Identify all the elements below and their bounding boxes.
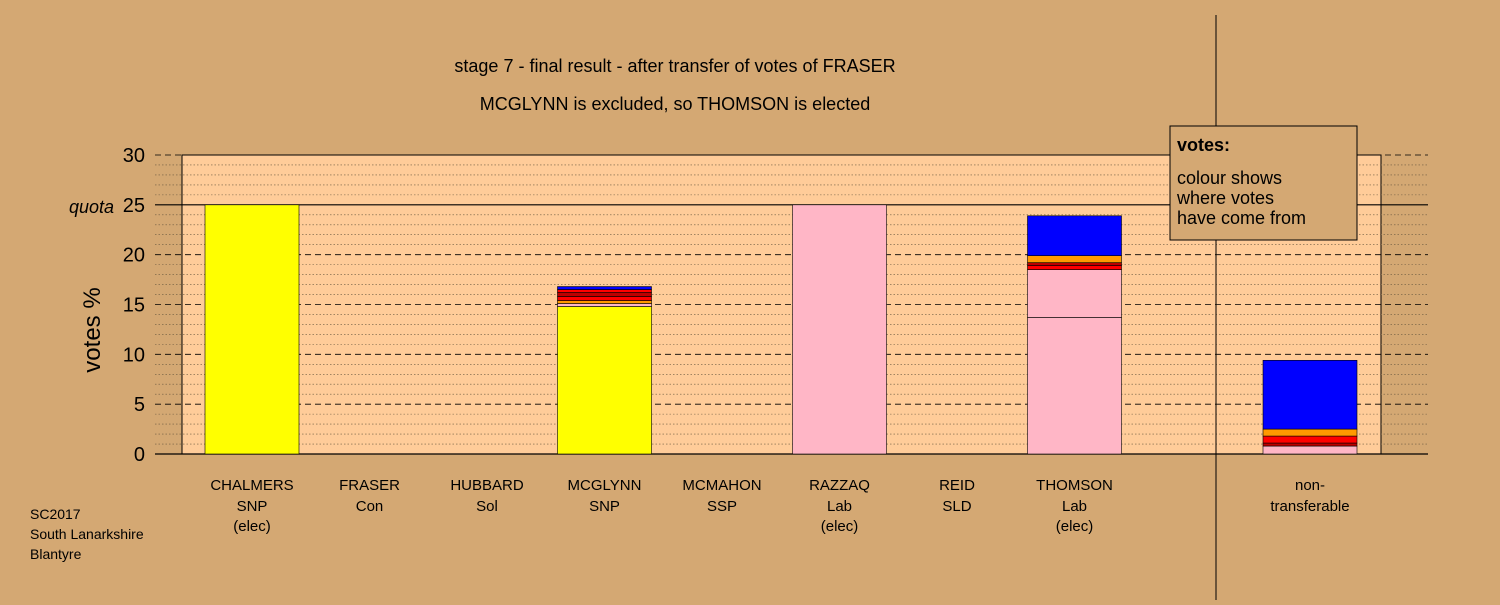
x-label-name: THOMSON	[1036, 477, 1113, 494]
legend-box: votes: colour shows where votes have com…	[1169, 125, 1358, 241]
chart-title: stage 7 - final result - after transfer …	[454, 56, 895, 76]
x-label-nontransferable-1: non-	[1295, 477, 1325, 494]
x-label-party: SNP	[589, 498, 620, 515]
legend-line-1: colour shows	[1177, 168, 1282, 188]
bar-thomson-segment	[1027, 265, 1122, 270]
bar-mcglynn-segment	[557, 296, 652, 301]
x-label-party: SNP	[237, 498, 268, 515]
bar-nontransferable-segment	[1262, 435, 1358, 444]
bar-thomson-segment	[1027, 215, 1122, 256]
bar-mcglynn-segment	[557, 292, 652, 297]
x-label-party: Con	[356, 498, 384, 515]
bar-thomson-segment	[1027, 262, 1122, 266]
y-axis: 0 5 10 15 20 25 30	[123, 145, 145, 466]
x-label-status: (elec)	[233, 518, 271, 535]
x-label-name: MCGLYNN	[568, 477, 642, 494]
legend-line-2: where votes	[1176, 188, 1274, 208]
x-label-party: Lab	[827, 498, 852, 515]
footer: SC2017 South Lanarkshire Blantyre	[30, 506, 144, 562]
y-tick-label: 0	[134, 444, 145, 466]
legend-title: votes:	[1177, 135, 1230, 155]
x-label-party: SSP	[707, 498, 737, 515]
y-tick-label: 20	[123, 245, 145, 267]
x-label-name: HUBBARD	[450, 477, 524, 494]
bars-group	[204, 204, 1358, 455]
chart-subtitle: MCGLYNN is excluded, so THOMSON is elect…	[480, 94, 870, 114]
bar-thomson-segment	[1027, 317, 1122, 455]
x-label-status: (elec)	[1056, 518, 1094, 535]
x-label-nontransferable-2: transferable	[1270, 498, 1349, 515]
bar-nontransferable-segment	[1262, 442, 1358, 447]
bar-nontransferable-segment	[1262, 360, 1358, 430]
x-label-party: Lab	[1062, 498, 1087, 515]
y-tick-label: 25	[123, 195, 145, 217]
legend-line-3: have come from	[1177, 208, 1306, 228]
x-label-name: RAZZAQ	[809, 477, 870, 494]
bar-thomson-segment	[1027, 255, 1122, 263]
bar-mcglynn-segment	[557, 289, 652, 293]
x-label-party: Sol	[476, 498, 498, 515]
bar-chalmers-segment	[204, 204, 300, 455]
y-tick-label: 5	[134, 394, 145, 416]
x-labels: CHALMERS SNP (elec) FRASER Con HUBBARD Sol MCGL…	[210, 477, 1349, 535]
footer-line-3: Blantyre	[30, 546, 82, 562]
x-label-name: MCMAHON	[682, 477, 761, 494]
y-tick-label: 15	[123, 295, 145, 317]
y-tick-label: 10	[123, 344, 145, 366]
y-tick-label: 30	[123, 145, 145, 167]
bar-mcglynn-segment	[557, 286, 652, 290]
bar-mcglynn-segment	[557, 306, 652, 455]
quota-label: quota	[69, 197, 114, 217]
bar-razzaq-segment	[792, 204, 887, 455]
bar-thomson-segment	[1027, 269, 1122, 318]
bar-mcglynn-segment	[557, 303, 652, 307]
bar-mcglynn-segment	[557, 300, 652, 304]
bar-nontransferable-segment	[1262, 428, 1358, 437]
x-label-name: FRASER	[339, 477, 400, 494]
footer-line-2: South Lanarkshire	[30, 526, 144, 542]
x-label-name: CHALMERS	[210, 477, 293, 494]
footer-line-1: SC2017	[30, 506, 81, 522]
x-label-party: SLD	[942, 498, 971, 515]
bar-nontransferable-segment	[1262, 445, 1358, 455]
x-label-status: (elec)	[821, 518, 859, 535]
x-label-name: REID	[939, 477, 975, 494]
y-axis-label: votes %	[79, 287, 106, 372]
